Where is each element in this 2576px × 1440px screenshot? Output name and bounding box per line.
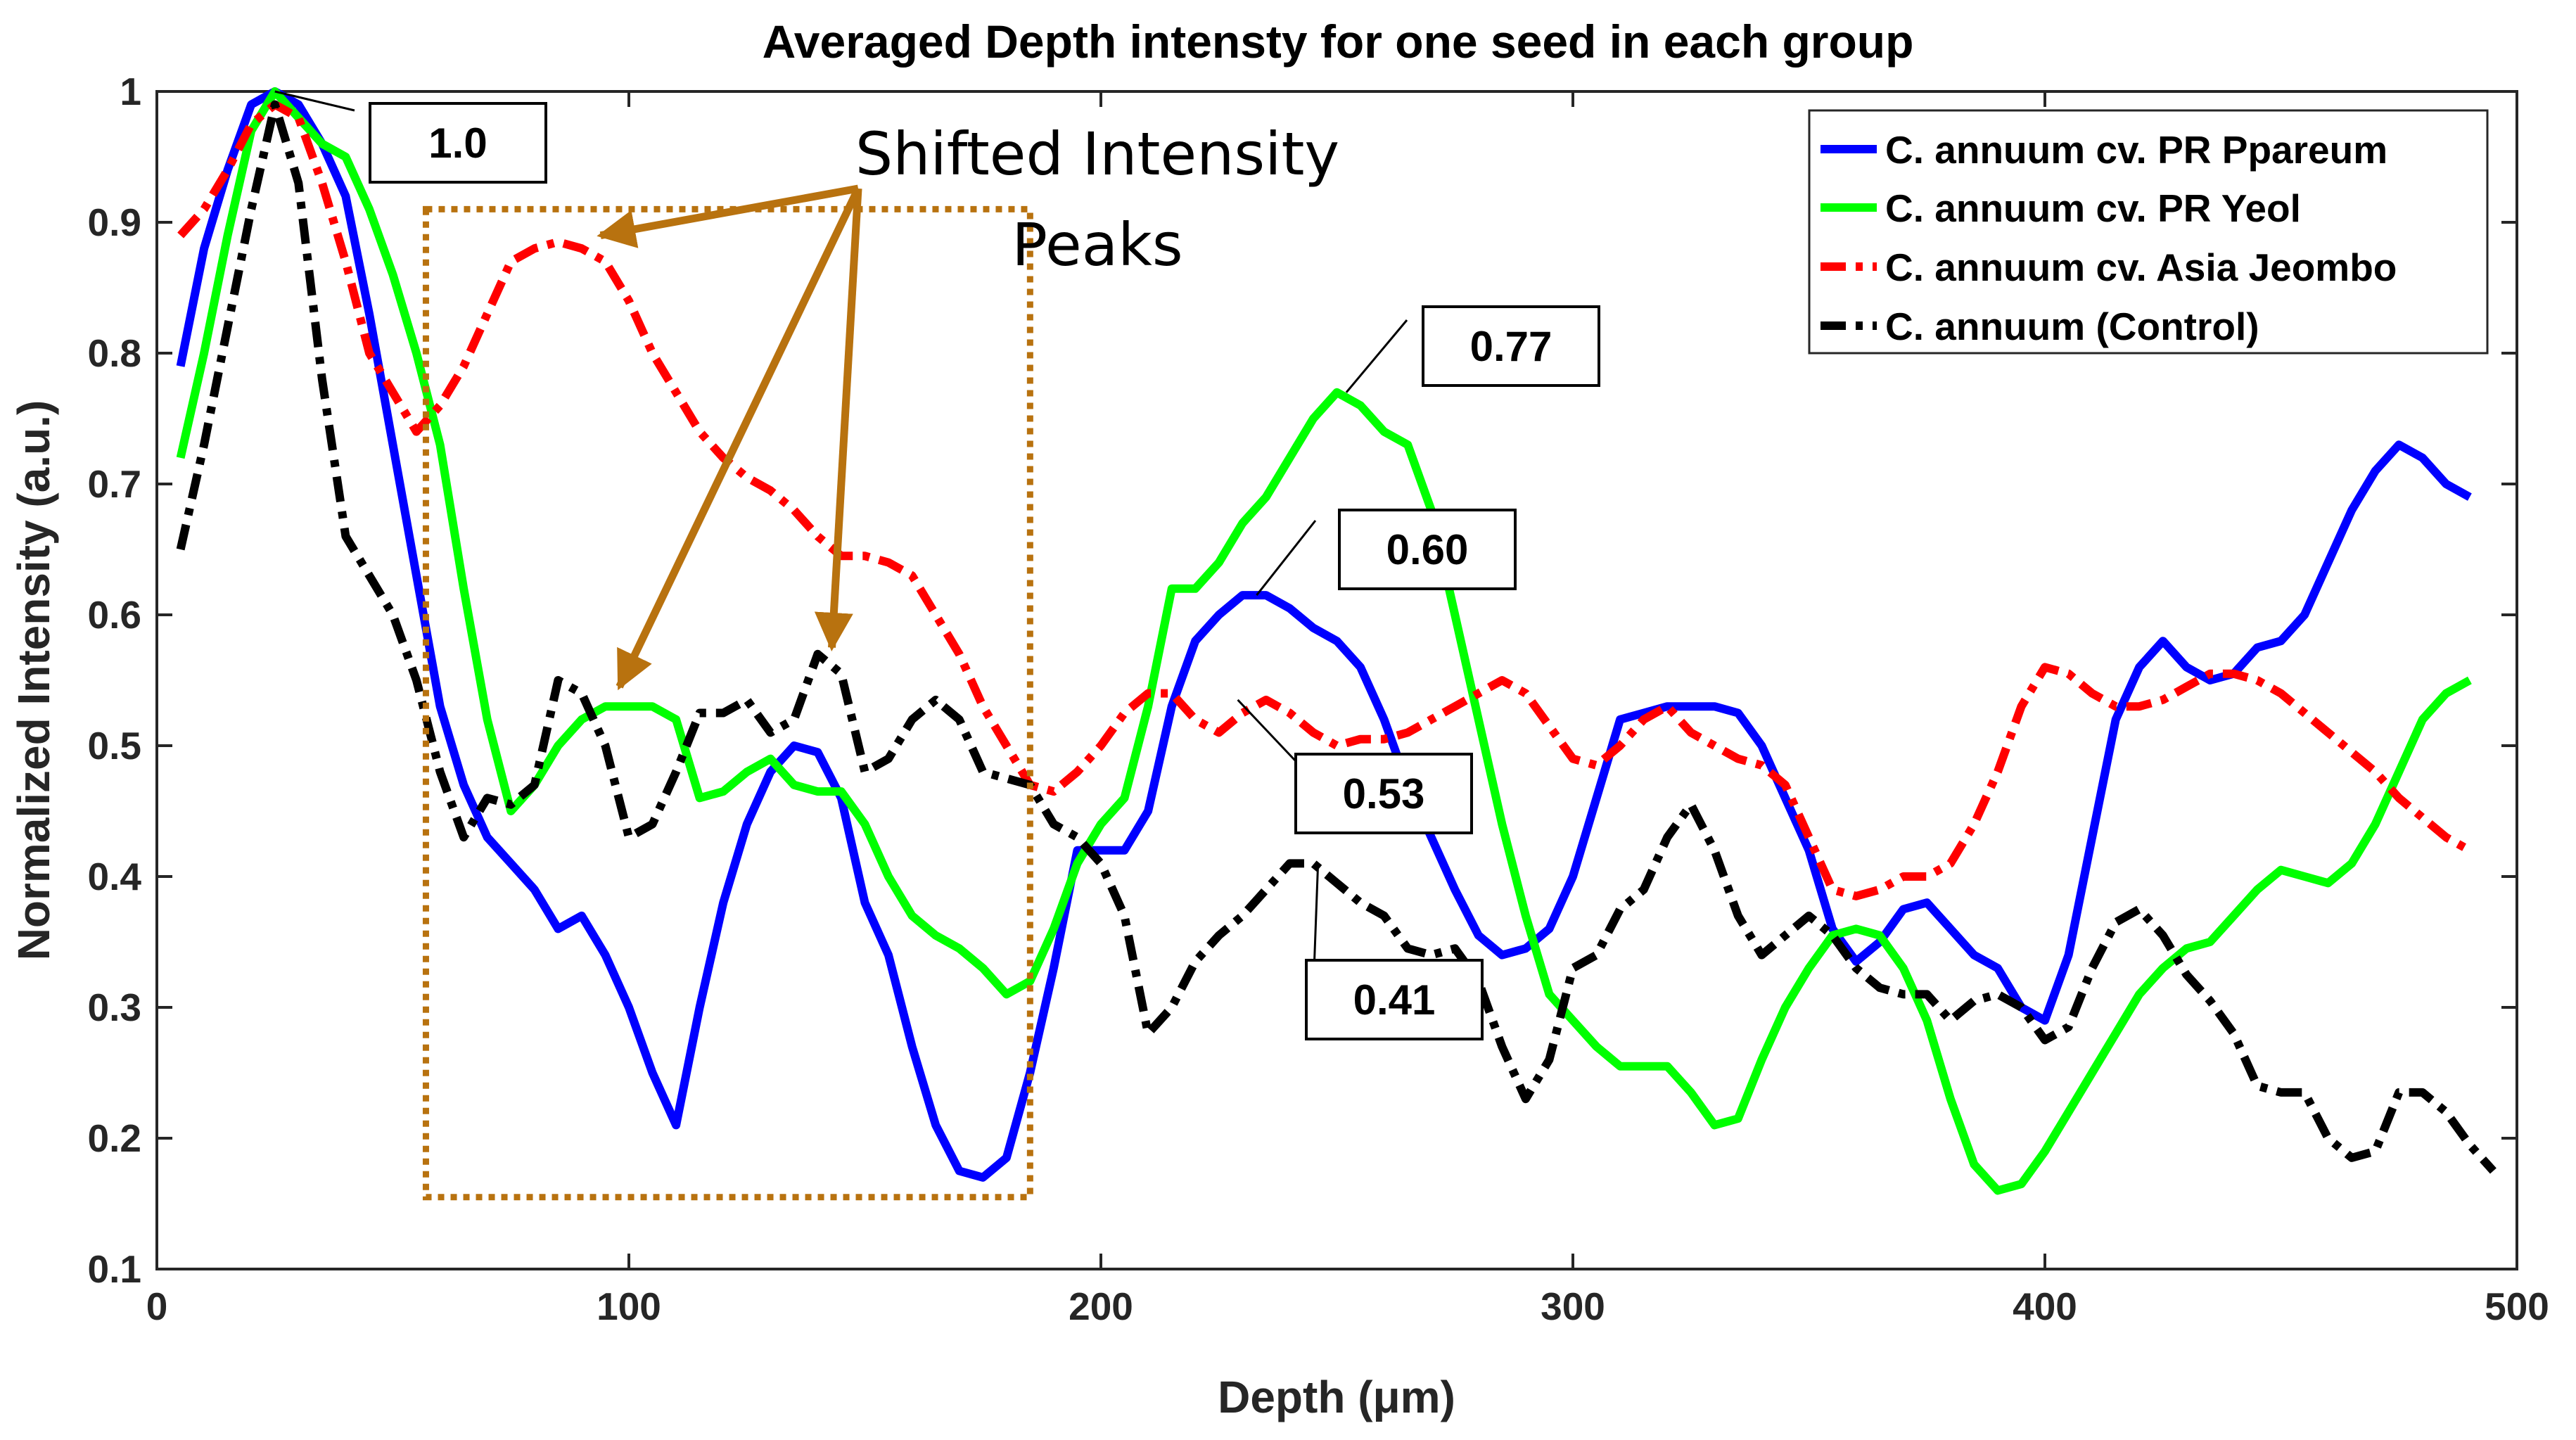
shifted-peaks-box — [422, 205, 1033, 1201]
legend-label-yeol: C. annuum cv. PR Yeol — [1885, 186, 2301, 230]
x-tick-label: 100 — [597, 1285, 661, 1328]
callout-box — [1294, 753, 1473, 834]
annotation-arrow-0 — [597, 184, 859, 248]
callout-label: 0.60 — [1386, 526, 1469, 573]
callout-layer: 1.0 0.77 0.60 0.53 0.41 — [274, 90, 1600, 1040]
chart-title: Averaged Depth intensty for one seed in … — [763, 15, 1914, 68]
callout-label: 1.0 — [428, 120, 487, 167]
callout-box — [1305, 959, 1484, 1040]
y-tick-label: 1 — [120, 70, 141, 113]
callout-label: 0.53 — [1343, 770, 1425, 817]
annotation-line-1: Shifted Intensity — [855, 120, 1339, 189]
x-axis-label: Depth (μm) — [1218, 1372, 1455, 1422]
callout-box — [1338, 509, 1517, 590]
legend-label-jeombo: C. annuum cv. Asia Jeombo — [1885, 246, 2397, 289]
y-tick-label: 0.5 — [88, 724, 141, 767]
x-tick-label: 400 — [2013, 1285, 2077, 1328]
series-line-2 — [177, 100, 2472, 900]
y-tick-label: 0.8 — [88, 331, 141, 375]
y-tick-label: 0.7 — [88, 462, 141, 506]
callout-leader — [1313, 863, 1320, 971]
callout-box — [1422, 305, 1600, 387]
series-line-1 — [176, 87, 2472, 1195]
callout-label: 0.41 — [1353, 976, 1436, 1024]
legend-label-ppareum: C. annuum cv. PR Ppareum — [1885, 128, 2387, 172]
legend: C. annuum cv. PR Ppareum C. annuum cv. P… — [1808, 109, 2489, 355]
y-axis-label: Normalized Intensity (a.u.) — [8, 400, 59, 961]
y-tick-label: 0.6 — [88, 593, 141, 637]
callout-label: 0.77 — [1470, 323, 1552, 370]
y-tick-label: 0.1 — [88, 1247, 141, 1291]
y-tick-label: 0.3 — [88, 986, 141, 1029]
x-tick-label: 500 — [2485, 1285, 2549, 1328]
x-tick-label: 300 — [1541, 1285, 1605, 1328]
series-line-3 — [176, 100, 2497, 1174]
annotation-layer: Shifted Intensity Peaks — [422, 120, 1339, 1201]
legend-box — [1808, 109, 2489, 355]
x-axis: 0 100 200 300 400 500 — [146, 91, 2549, 1328]
y-axis: 0.1 0.2 0.3 0.4 0.5 0.6 0.7 0.8 0.9 1 — [88, 70, 2517, 1291]
annotation-arrow-2 — [814, 188, 862, 651]
y-tick-label: 0.2 — [88, 1116, 141, 1160]
y-tick-label: 0.9 — [88, 200, 141, 244]
x-tick-label: 0 — [146, 1285, 168, 1328]
x-tick-label: 200 — [1069, 1285, 1133, 1328]
callout-leader — [1345, 319, 1408, 393]
callout-leader — [274, 90, 355, 112]
series-layer — [176, 87, 2497, 1195]
callout-box — [369, 102, 547, 184]
annotation-arrow-1 — [616, 186, 862, 691]
series-line-0 — [176, 87, 2472, 1182]
callout-leader — [1237, 699, 1297, 763]
y-tick-label: 0.4 — [88, 855, 142, 898]
legend-label-control: C. annuum (Control) — [1885, 305, 2259, 348]
annotation-line-2: Peaks — [1012, 210, 1182, 279]
callout-leader — [1256, 520, 1317, 597]
